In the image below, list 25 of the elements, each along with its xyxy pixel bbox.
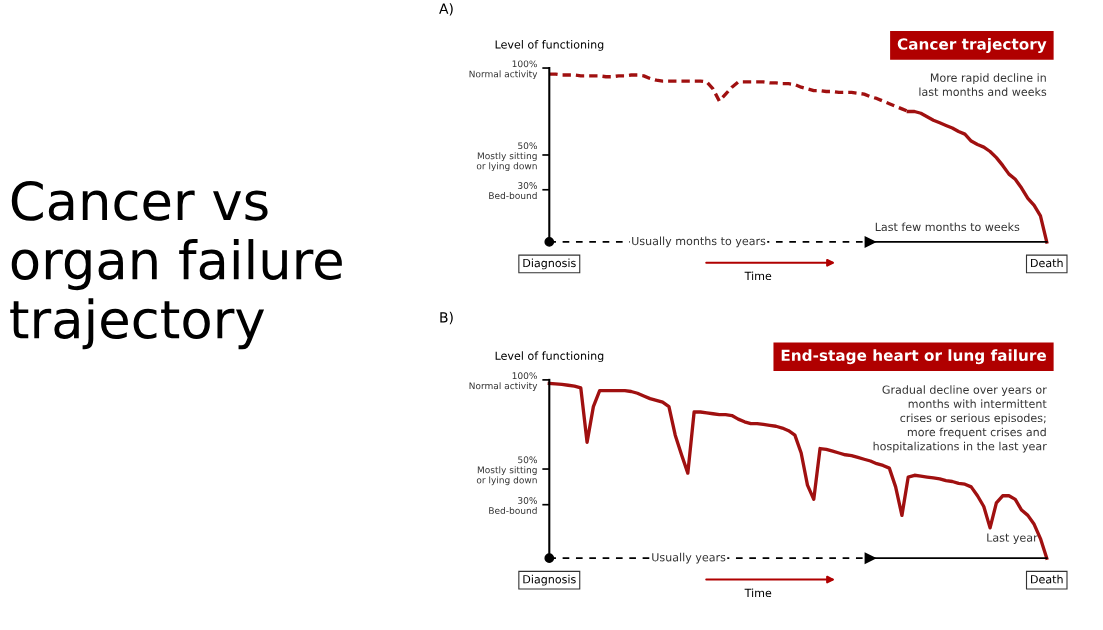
chart-title: End-stage heart or lung failure <box>781 349 1047 365</box>
text: Cancer vs organ failure trajectory <box>10 180 342 350</box>
text: Time <box>744 588 772 598</box>
annotation: Usually years <box>652 552 726 564</box>
annotation: Last year <box>987 533 1038 544</box>
x-tick-label: Diagnosis <box>523 574 576 586</box>
annotation: Last few months to weeks <box>875 222 1020 232</box>
y-tick-label: 50% Mostly sitting or lying down <box>476 456 537 486</box>
y-tick-label: 30% Bed-bound <box>489 497 537 514</box>
y-axis-title: Level of functioning <box>495 40 604 51</box>
y-tick-label: 100% Normal activity <box>469 60 538 80</box>
annotation: Gradual decline over years or months with intermittent crises or serious episodes; more frequent crises and hospitalizations in the last year <box>873 385 1047 453</box>
x-tick-label: Diagnosis <box>523 258 576 270</box>
y-tick-label: 50% Mostly sitting or lying down <box>476 142 537 172</box>
y-axis-title: Level of functioning <box>495 351 604 363</box>
x-tick-label: Death <box>1031 258 1063 268</box>
y-tick-label: 100% Normal activity <box>469 372 538 391</box>
chart-title: Cancer trajectory <box>897 37 1047 53</box>
annotation: More rapid decline in last months and weeks <box>919 73 1047 96</box>
y-tick-label: 30% Bed-bound <box>489 182 537 200</box>
text: Time <box>744 271 772 281</box>
x-tick-label: Death <box>1031 574 1063 584</box>
text: B) <box>440 311 453 325</box>
text: A) <box>439 3 453 16</box>
annotation: Usually months to years <box>632 236 766 248</box>
